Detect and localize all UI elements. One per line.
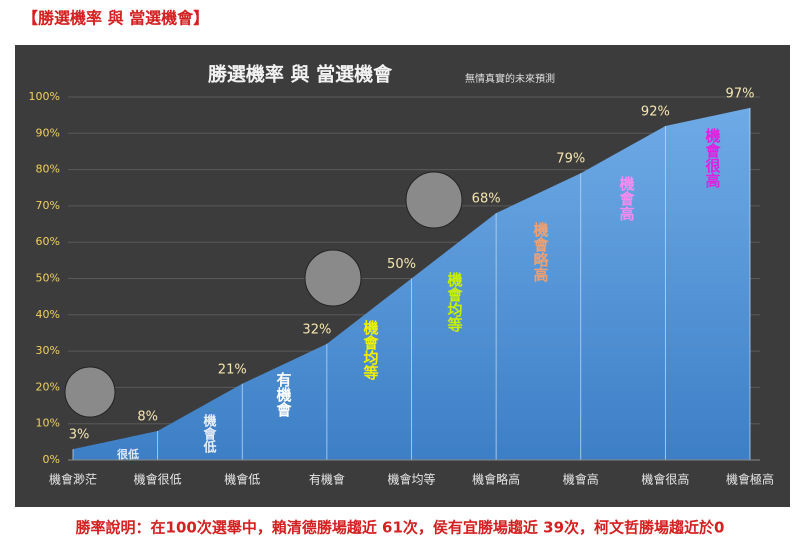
annotation: 機會低 [201, 413, 218, 454]
chart-title: 勝選機率 與 當選機會 [208, 63, 393, 86]
y-tick-label: 50% [36, 272, 60, 285]
x-tick-label: 機會高 [563, 472, 599, 487]
annotation: 機會很高 [704, 127, 722, 189]
value-label: 92% [641, 105, 670, 120]
x-tick-label: 機會均等 [387, 472, 435, 487]
annotation: 機會高 [618, 175, 636, 222]
value-label: 50% [387, 257, 416, 272]
photos [64, 171, 463, 418]
x-tick-label: 有機會 [309, 472, 345, 487]
value-label: 79% [556, 152, 585, 167]
plot: 0% 10% 20% 30% 40% 50% 60% 70% 80% 90% 100% 機會渺茫 3% 機… [29, 86, 774, 486]
y-tick-label: 10% [36, 417, 60, 430]
annotation: 機會均等 [446, 271, 464, 333]
x-tick-label: 機會略高 [472, 472, 520, 487]
annotation: 很低 [116, 447, 139, 461]
value-label: 68% [472, 192, 501, 207]
value-label: 97% [726, 86, 755, 101]
y-tick-label: 70% [36, 199, 60, 212]
annotation: 有機會 [275, 371, 293, 417]
value-label: 21% [218, 362, 247, 377]
photo [64, 366, 116, 418]
value-label: 8% [137, 409, 158, 424]
x-tick-label: 機會很低 [134, 472, 182, 487]
footer-note: 勝率說明：在100次選舉中，賴清德勝場趨近 61次，侯有宜勝場趨近 39次，柯文… [76, 519, 725, 537]
x-tick-label: 機會極高 [726, 472, 774, 487]
y-tick-label: 80% [36, 163, 60, 176]
chart-subtitle: 無情真實的未來預測 [465, 72, 555, 85]
annotation: 機會略高 [532, 221, 550, 283]
photo [304, 249, 362, 307]
y-tick-label: 40% [36, 308, 60, 321]
y-tick-label: 20% [36, 380, 60, 393]
y-tick-label: 0% [43, 453, 60, 466]
y-tick-label: 90% [36, 126, 60, 139]
y-tick-label: 30% [36, 344, 60, 357]
x-tick-label: 機會低 [224, 472, 260, 487]
page-header: 【勝選機率 與 當選機會】 [22, 9, 209, 28]
x-tick-label: 機會渺茫 [49, 472, 97, 487]
value-label: 3% [69, 428, 90, 443]
value-label: 32% [302, 322, 331, 337]
y-tick-label: 60% [36, 235, 60, 248]
y-tick-label: 100% [29, 90, 60, 103]
x-tick-label: 機會很高 [641, 472, 689, 487]
photo [405, 171, 463, 229]
annotation: 機會均等 [362, 319, 380, 381]
